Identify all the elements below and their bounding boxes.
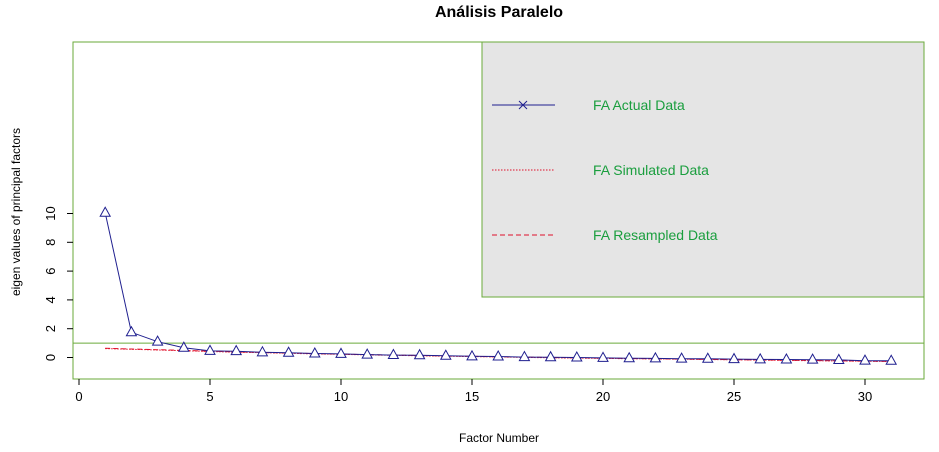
data-point (649, 351, 662, 363)
data-point (754, 352, 767, 364)
data-point (570, 350, 583, 362)
data-point (413, 348, 426, 360)
data-point (623, 351, 636, 363)
plot-area: 0 5 10 15 20 25 30 0 2 4 6 8 10 FA Actual Data FA Simu… (43, 41, 925, 404)
chart-title: Análisis Paralelo (435, 4, 563, 21)
legend-label-2: FA Simulated Data (593, 162, 709, 178)
data-point (544, 350, 557, 362)
data-point (806, 353, 819, 364)
y-tick-label: 10 (43, 206, 58, 220)
x-tick-label: 10 (334, 389, 348, 404)
data-point (439, 349, 452, 360)
x-tick-label: 15 (465, 389, 479, 404)
data-point (125, 325, 138, 337)
data-point (518, 350, 531, 362)
legend-label-1: FA Actual Data (593, 97, 685, 113)
data-point (780, 352, 793, 364)
data-point (361, 348, 374, 359)
data-point (675, 352, 688, 363)
data-point (492, 349, 505, 361)
data-point (151, 335, 164, 346)
y-tick-label: 8 (43, 239, 58, 246)
y-tick-label: 0 (43, 354, 58, 361)
y-tick-label: 4 (43, 296, 58, 303)
data-point (204, 344, 216, 355)
y-tick-label: 2 (43, 325, 58, 332)
x-tick-label: 30 (858, 389, 872, 404)
x-tick-label: 0 (75, 389, 82, 404)
data-point (885, 354, 898, 365)
x-tick-label: 25 (727, 389, 741, 404)
x-tick-label: 20 (596, 389, 610, 404)
data-point (99, 206, 112, 217)
legend-marker-x (518, 100, 528, 110)
data-point (230, 344, 243, 356)
legend-label-3: FA Resampled Data (593, 227, 718, 243)
data-point (466, 349, 478, 361)
data-point (597, 351, 609, 362)
data-point (832, 353, 845, 364)
data-point (701, 352, 714, 363)
data-point (728, 352, 740, 364)
x-axis-label: Factor Number (459, 431, 539, 445)
y-tick-label: 6 (43, 267, 58, 274)
data-point (335, 347, 347, 358)
data-point (859, 354, 871, 365)
legend-box (481, 41, 925, 298)
y-axis-label: eigen values of principal factors (9, 128, 23, 296)
x-tick-label: 5 (206, 389, 213, 404)
data-point (256, 345, 269, 357)
data-point (308, 346, 321, 358)
data-point (177, 341, 190, 352)
data-point (282, 346, 295, 357)
data-point (387, 348, 400, 360)
